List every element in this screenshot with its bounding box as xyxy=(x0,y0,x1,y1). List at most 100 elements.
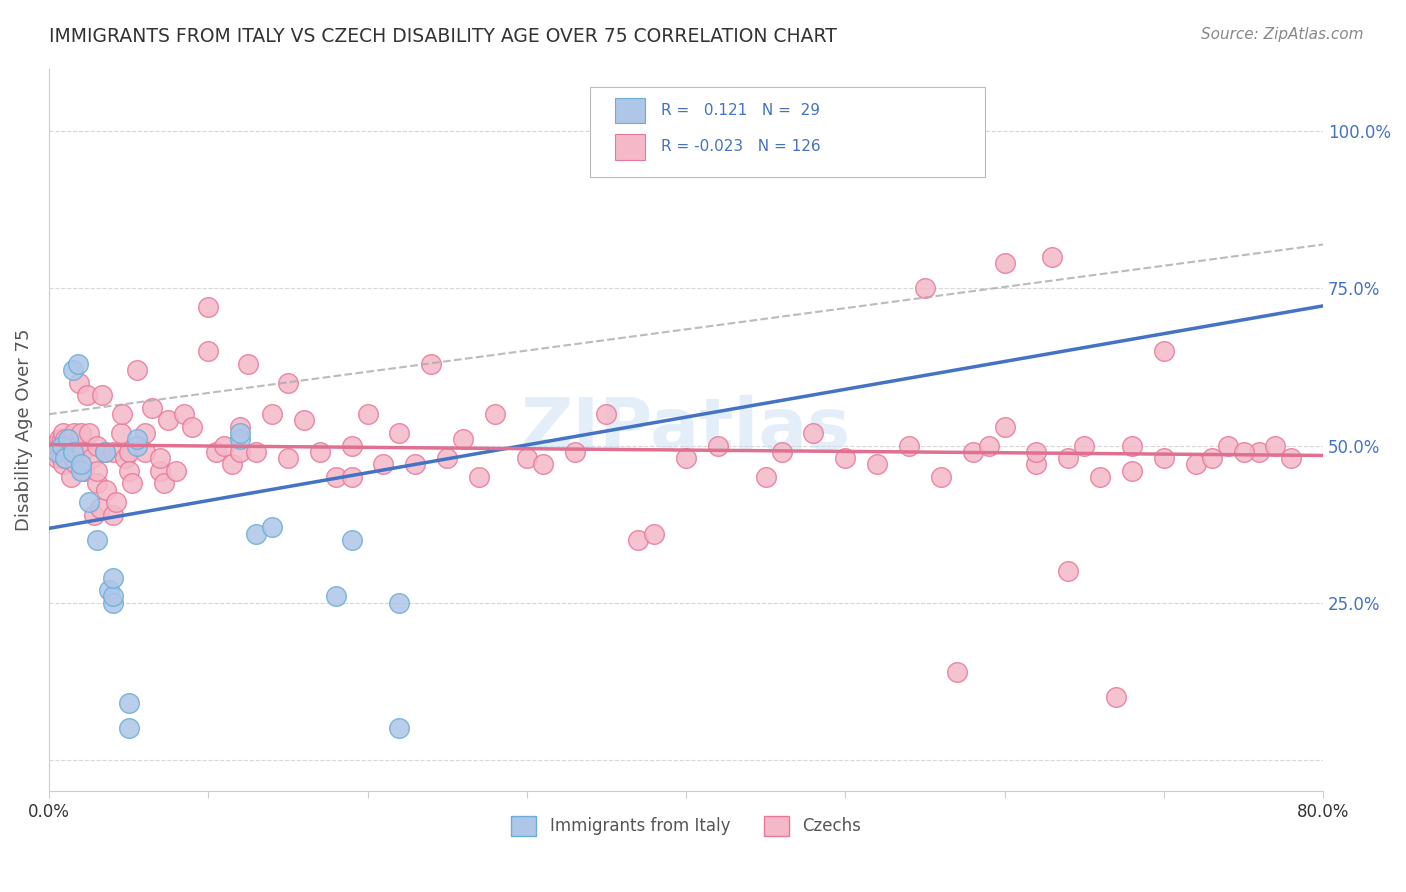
Point xyxy=(229,445,252,459)
Point xyxy=(595,407,617,421)
Point xyxy=(834,451,856,466)
Point xyxy=(1201,451,1223,466)
Point xyxy=(165,464,187,478)
Point xyxy=(236,357,259,371)
Point xyxy=(101,508,124,522)
Point xyxy=(51,439,73,453)
Point xyxy=(212,439,235,453)
Point xyxy=(325,470,347,484)
Point xyxy=(98,583,121,598)
Point xyxy=(197,301,219,315)
Point xyxy=(69,464,91,478)
Point xyxy=(277,451,299,466)
Point xyxy=(110,425,132,440)
Point xyxy=(52,425,75,440)
Point xyxy=(42,439,65,453)
Point xyxy=(962,445,984,459)
Point xyxy=(229,425,252,440)
Point xyxy=(117,696,139,710)
Point xyxy=(76,388,98,402)
Point xyxy=(308,445,330,459)
Legend: Immigrants from Italy, Czechs: Immigrants from Italy, Czechs xyxy=(503,807,869,845)
Point xyxy=(125,439,148,453)
Point xyxy=(117,445,139,459)
Point xyxy=(1105,690,1128,704)
Point xyxy=(1249,445,1271,459)
Point xyxy=(1153,451,1175,466)
Point xyxy=(277,376,299,390)
Point xyxy=(1073,439,1095,453)
Point xyxy=(929,136,952,151)
Point xyxy=(994,256,1017,270)
Point xyxy=(59,433,82,447)
Point xyxy=(1232,445,1254,459)
Point xyxy=(1216,439,1239,453)
FancyBboxPatch shape xyxy=(614,98,645,123)
Point xyxy=(994,419,1017,434)
Text: R =   0.121   N =  29: R = 0.121 N = 29 xyxy=(661,103,820,118)
FancyBboxPatch shape xyxy=(614,135,645,160)
Point xyxy=(260,520,283,534)
Point xyxy=(564,445,586,459)
Point xyxy=(229,433,252,447)
Point xyxy=(1153,344,1175,359)
Point xyxy=(69,425,91,440)
Point xyxy=(245,526,267,541)
Point xyxy=(627,533,650,547)
Point xyxy=(93,445,115,459)
Point xyxy=(675,451,697,466)
Point xyxy=(48,433,70,447)
Point xyxy=(388,425,411,440)
Point xyxy=(420,357,443,371)
Point xyxy=(643,526,665,541)
Point xyxy=(1121,439,1143,453)
Point xyxy=(86,464,108,478)
Point xyxy=(866,458,889,472)
Point xyxy=(72,445,94,459)
Text: Source: ZipAtlas.com: Source: ZipAtlas.com xyxy=(1201,27,1364,42)
Point xyxy=(62,363,84,377)
Point xyxy=(1279,451,1302,466)
Point xyxy=(436,451,458,466)
Point xyxy=(946,665,969,679)
Point xyxy=(101,571,124,585)
Text: IMMIGRANTS FROM ITALY VS CZECH DISABILITY AGE OVER 75 CORRELATION CHART: IMMIGRANTS FROM ITALY VS CZECH DISABILIT… xyxy=(49,27,837,45)
Point xyxy=(125,433,148,447)
Point xyxy=(484,407,506,421)
Point xyxy=(929,470,952,484)
Point xyxy=(53,451,76,466)
Point xyxy=(1184,458,1206,472)
Point xyxy=(451,433,474,447)
Point xyxy=(63,425,86,440)
Point xyxy=(101,590,124,604)
Point xyxy=(260,407,283,421)
Point xyxy=(56,433,79,447)
Point xyxy=(152,476,174,491)
Point xyxy=(53,445,76,459)
Point xyxy=(53,451,76,466)
Point xyxy=(93,445,115,459)
Point xyxy=(52,458,75,472)
Point xyxy=(898,439,921,453)
Point xyxy=(1088,470,1111,484)
Point xyxy=(67,376,90,390)
Point xyxy=(86,439,108,453)
Point xyxy=(77,495,100,509)
Point xyxy=(516,451,538,466)
Point xyxy=(221,458,243,472)
Point xyxy=(62,439,84,453)
Point xyxy=(531,458,554,472)
Point xyxy=(60,470,83,484)
Point xyxy=(49,439,72,453)
Point xyxy=(83,508,105,522)
Point xyxy=(1025,458,1047,472)
Point xyxy=(404,458,426,472)
Text: R = -0.023   N = 126: R = -0.023 N = 126 xyxy=(661,139,820,153)
Point xyxy=(45,439,67,453)
Point xyxy=(388,596,411,610)
Point xyxy=(39,439,62,453)
Point xyxy=(41,445,63,459)
Point xyxy=(340,470,363,484)
Point xyxy=(101,445,124,459)
Point xyxy=(69,458,91,472)
